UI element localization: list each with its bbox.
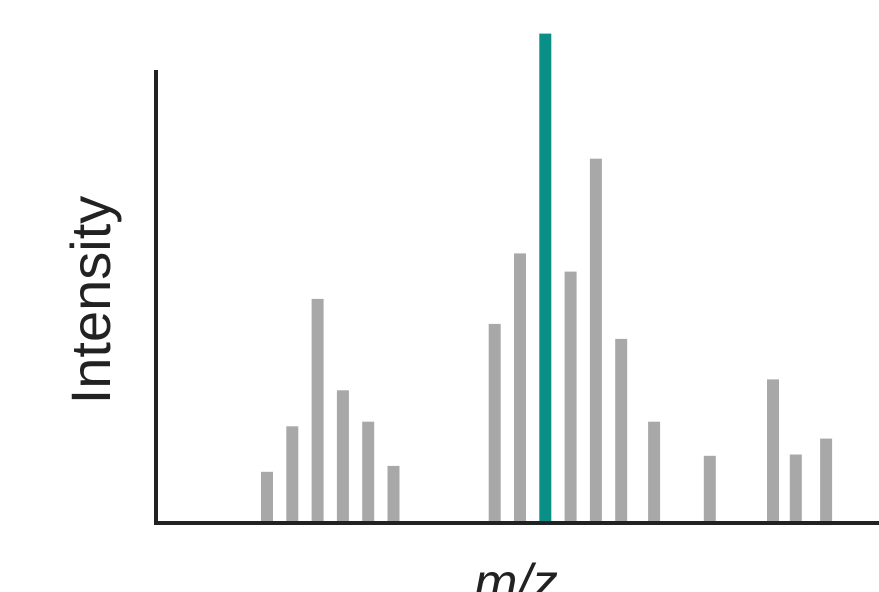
- peak-bar-3: [311, 298, 324, 525]
- peak-bar-14: [703, 455, 716, 525]
- peak-bar-7: [488, 323, 501, 525]
- peak-bar-10: [564, 271, 577, 525]
- peak-bar-2: [286, 426, 299, 525]
- peak-bar-8: [514, 253, 526, 525]
- peak-bar-6: [387, 465, 400, 525]
- chart-title: 23 ms / 80 ms: [199, 0, 601, 8]
- peak-bar-4: [336, 390, 349, 525]
- peak-bar-15: [767, 379, 779, 525]
- highlighted-peak-bar: [539, 33, 552, 525]
- bars-group: [261, 33, 833, 526]
- peak-bar-17: [820, 438, 833, 526]
- peak-bar-1: [261, 471, 273, 525]
- peak-bar-5: [362, 421, 375, 525]
- x-axis-label: m/z: [474, 554, 558, 592]
- peak-bar-11: [589, 158, 602, 525]
- peak-bar-12: [615, 338, 628, 525]
- peak-bar-16: [789, 454, 802, 525]
- y-axis-label: Intensity: [59, 196, 122, 405]
- peak-bar-13: [648, 421, 661, 525]
